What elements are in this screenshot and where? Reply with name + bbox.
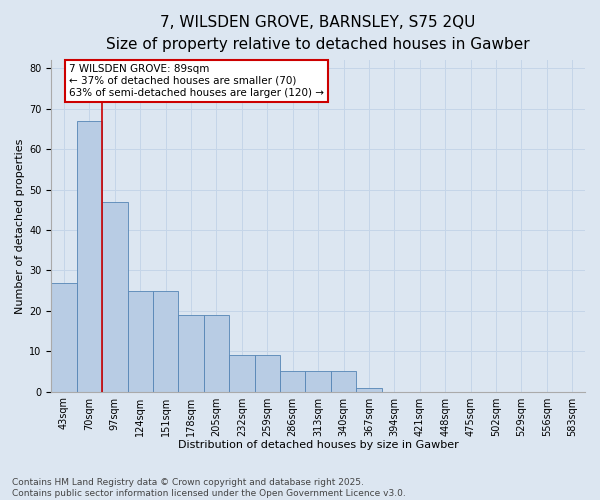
Bar (254, 355, 280, 392)
Bar (77, 121, 102, 392)
Bar (153, 290, 178, 392)
Text: 7 WILSDEN GROVE: 89sqm
← 37% of detached houses are smaller (70)
63% of semi-det: 7 WILSDEN GROVE: 89sqm ← 37% of detached… (69, 64, 324, 98)
Bar (102, 202, 128, 392)
Bar (128, 290, 153, 392)
Text: Contains HM Land Registry data © Crown copyright and database right 2025.
Contai: Contains HM Land Registry data © Crown c… (12, 478, 406, 498)
Bar (51, 282, 77, 392)
Bar (280, 372, 305, 392)
Bar (305, 372, 331, 392)
Y-axis label: Number of detached properties: Number of detached properties (15, 138, 25, 314)
Bar (331, 372, 356, 392)
Bar (204, 315, 229, 392)
Bar (356, 388, 382, 392)
Title: 7, WILSDEN GROVE, BARNSLEY, S75 2QU
Size of property relative to detached houses: 7, WILSDEN GROVE, BARNSLEY, S75 2QU Size… (106, 15, 530, 52)
Bar (178, 315, 204, 392)
Bar (229, 355, 254, 392)
X-axis label: Distribution of detached houses by size in Gawber: Distribution of detached houses by size … (178, 440, 458, 450)
